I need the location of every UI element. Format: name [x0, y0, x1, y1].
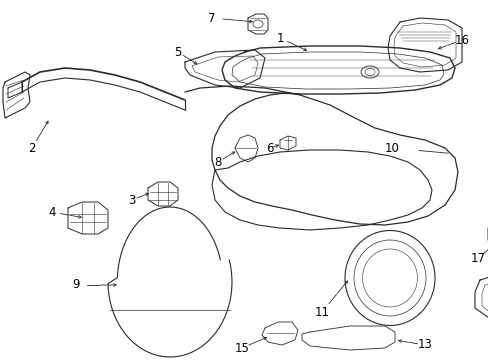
- Text: 16: 16: [453, 33, 468, 46]
- Text: 10: 10: [384, 141, 399, 154]
- Text: 6: 6: [265, 141, 273, 154]
- Text: 5: 5: [174, 45, 182, 58]
- Text: 8: 8: [214, 156, 221, 168]
- Text: 1: 1: [276, 31, 283, 45]
- Text: 2: 2: [28, 141, 36, 154]
- Text: 7: 7: [208, 12, 215, 24]
- Text: 4: 4: [48, 206, 56, 219]
- Text: 9: 9: [72, 279, 80, 292]
- Text: 17: 17: [469, 252, 485, 265]
- Text: 13: 13: [417, 338, 431, 351]
- Text: 11: 11: [314, 306, 329, 319]
- Text: 15: 15: [234, 342, 249, 355]
- Text: 3: 3: [128, 194, 135, 207]
